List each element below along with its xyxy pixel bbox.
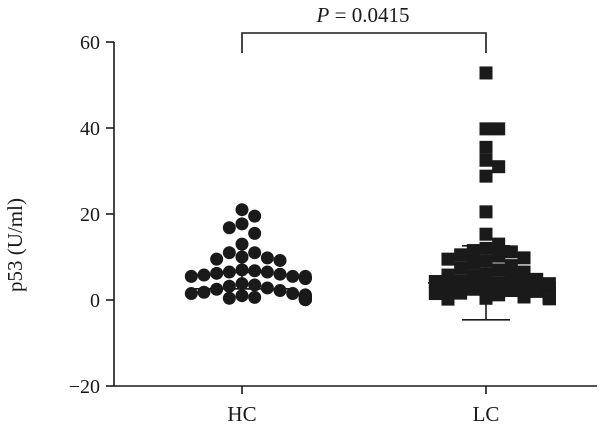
data-points — [184, 66, 556, 307]
data-point-lc — [492, 288, 506, 302]
data-point-lc — [479, 227, 493, 241]
data-point-hc — [260, 281, 274, 295]
data-point-lc — [492, 122, 506, 136]
data-point-lc — [479, 66, 493, 80]
data-point-lc — [492, 237, 506, 251]
data-point-hc — [260, 265, 274, 279]
y-tick-label: −20 — [69, 376, 100, 398]
data-point-lc — [479, 140, 493, 154]
data-point-hc — [248, 226, 262, 240]
data-point-lc — [454, 261, 468, 275]
y-tick-label: 40 — [80, 118, 100, 140]
data-point-hc — [273, 284, 287, 298]
data-point-lc — [479, 122, 493, 136]
data-point-lc — [466, 244, 480, 258]
y-tick-label: 20 — [80, 204, 100, 226]
error-bars — [194, 245, 544, 321]
y-tick-label: 60 — [80, 32, 100, 54]
data-point-lc — [441, 252, 455, 266]
data-point-hc — [298, 272, 312, 285]
data-point-lc — [492, 160, 506, 174]
data-point-hc — [222, 246, 236, 260]
data-point-hc — [298, 293, 312, 307]
data-point-lc — [530, 272, 544, 286]
data-point-lc — [428, 287, 442, 301]
data-point-lc — [517, 251, 531, 265]
data-point-hc — [235, 203, 249, 217]
data-point-hc — [286, 287, 300, 301]
data-point-lc — [428, 275, 442, 289]
data-point-hc — [248, 209, 262, 223]
data-point-lc — [441, 280, 455, 294]
data-point-lc — [517, 265, 531, 279]
bracket-line — [241, 32, 487, 53]
data-point-hc — [248, 246, 262, 260]
data-point-hc — [222, 221, 236, 235]
data-point-hc — [222, 279, 236, 293]
data-point-lc — [479, 205, 493, 219]
data-point-hc — [273, 253, 287, 267]
data-point-lc — [504, 272, 518, 285]
data-point-lc — [479, 169, 493, 183]
data-point-hc — [197, 268, 211, 282]
data-point-lc — [492, 249, 506, 263]
significance-bracket — [241, 32, 487, 53]
data-point-hc — [184, 269, 198, 283]
data-point-hc — [235, 250, 249, 264]
data-point-hc — [210, 252, 224, 266]
x-ticks: HC LC — [227, 386, 499, 426]
data-point-lc — [441, 268, 455, 282]
data-point-hc — [248, 290, 262, 304]
data-point-hc — [273, 267, 287, 281]
data-point-lc — [454, 274, 468, 288]
p-value-symbol: P — [316, 3, 330, 27]
p-value-annotation: P = 0.0415 — [316, 3, 410, 27]
data-point-hc — [235, 289, 249, 303]
data-point-lc — [504, 284, 518, 298]
data-point-hc — [248, 264, 262, 278]
data-point-hc — [197, 285, 211, 299]
data-point-lc — [441, 292, 455, 306]
data-point-lc — [492, 263, 506, 277]
p-value-text: = 0.0415 — [329, 3, 409, 27]
data-point-hc — [260, 251, 274, 265]
data-point-lc — [454, 286, 468, 300]
y-axis-label: p53 (U/ml) — [3, 198, 27, 292]
data-point-lc — [517, 278, 531, 292]
y-ticks: −20 0 20 40 60 — [69, 32, 114, 398]
data-point-lc — [454, 248, 468, 262]
data-point-lc — [517, 290, 531, 304]
data-point-hc — [184, 287, 198, 301]
data-point-lc — [530, 284, 544, 298]
data-point-lc — [504, 245, 518, 259]
data-point-hc — [235, 237, 249, 251]
x-tick-label: HC — [227, 402, 256, 426]
data-point-lc — [542, 292, 556, 306]
data-point-lc — [466, 282, 480, 296]
data-point-hc — [210, 266, 224, 280]
data-point-hc — [222, 291, 236, 305]
data-point-lc — [466, 269, 480, 283]
data-point-hc — [235, 217, 249, 231]
data-point-hc — [286, 269, 300, 283]
data-point-lc — [504, 259, 518, 273]
axes — [113, 42, 597, 387]
data-point-lc — [479, 153, 493, 167]
y-tick-label: 0 — [90, 290, 100, 312]
x-tick-label: LC — [473, 402, 500, 426]
data-point-lc — [466, 256, 480, 270]
